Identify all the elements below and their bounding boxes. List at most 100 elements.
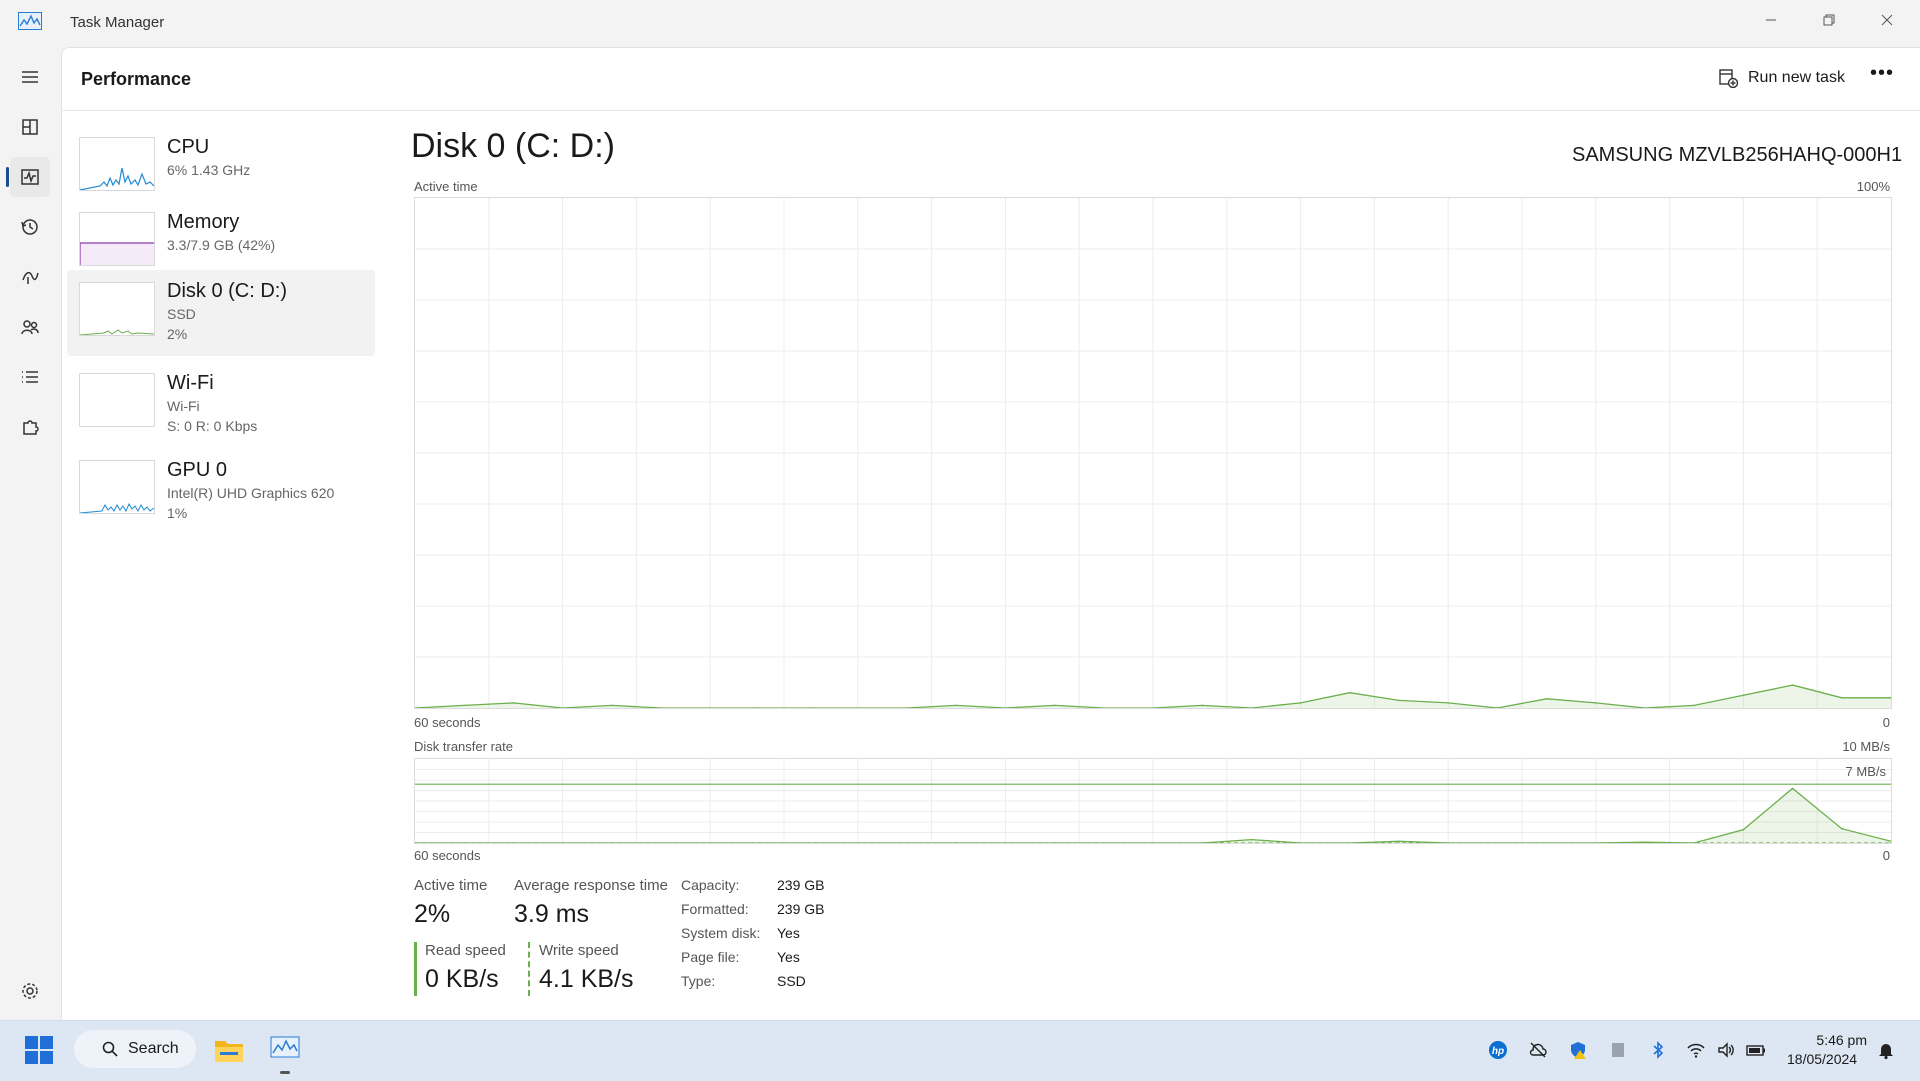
search-label: Search [128, 1040, 179, 1057]
transfer-read-series-point [611, 842, 613, 844]
header-divider [61, 110, 1920, 111]
nav-details[interactable] [10, 357, 50, 397]
nav-settings[interactable] [10, 971, 50, 1011]
users-icon [21, 320, 39, 335]
transfer-write-series-point [1791, 787, 1794, 790]
device-detail: 6% 1.43 GHz [167, 162, 251, 178]
active-time-series-point [1791, 684, 1794, 686]
transfer-read-series-point [660, 842, 662, 844]
clock-time[interactable]: 5:46 pm [1816, 1032, 1867, 1048]
volume-tray-button[interactable] [1714, 1038, 1738, 1062]
page-title: Performance [81, 69, 192, 89]
property-value: Yes [777, 949, 800, 965]
window-title: Task Manager [70, 14, 165, 31]
run-new-task-button[interactable]: Run new task [1718, 63, 1845, 93]
network-tray-button[interactable] [1684, 1038, 1708, 1062]
file-explorer-taskbar-button[interactable] [214, 1036, 244, 1064]
clock-date[interactable]: 18/05/2024 [1787, 1051, 1858, 1067]
transfer-read-series-point [955, 842, 957, 844]
history-icon [21, 219, 38, 235]
device-item-cpu[interactable]: CPU 6% 1.43 GHz [67, 128, 375, 214]
generic-tray-button[interactable] [1606, 1038, 1630, 1062]
shield-warning-icon [1571, 1042, 1586, 1059]
read-speed-label: Read speed [425, 942, 506, 959]
transfer-read-series-point [758, 842, 761, 844]
active-time-series-point [611, 704, 613, 707]
active-time-series-point [1299, 702, 1302, 704]
taskbar-search[interactable]: Search [74, 1030, 196, 1068]
nav-services[interactable] [10, 407, 50, 447]
windows-logo-icon [25, 1036, 53, 1064]
minimize-icon [1766, 19, 1776, 21]
transfer-read-series-point [857, 842, 859, 844]
transfer-read-series-point [1545, 842, 1548, 844]
app-tray-icon [1612, 1043, 1624, 1057]
minimize-button[interactable] [1742, 0, 1800, 40]
nav-performance[interactable] [10, 157, 50, 197]
active-time-series-point [1841, 697, 1843, 699]
active-time-series-point [1349, 691, 1351, 694]
more-options-button[interactable]: ••• [1870, 62, 1894, 85]
device-item-disk-0[interactable]: Disk 0 (C: D:) SSD 2% [67, 270, 375, 356]
active-time-series-point [955, 704, 957, 707]
active-time-series-point [1053, 704, 1056, 707]
navigation-rail [0, 46, 60, 1020]
run-task-icon [1719, 69, 1738, 88]
transfer-read-series-point [1496, 842, 1499, 844]
transfer-rate-graph [414, 759, 1892, 844]
avg-response-stat-label: Average response time [514, 877, 668, 894]
transfer-write-series-area [415, 788, 1891, 843]
bell-icon [1879, 1044, 1893, 1060]
transfer-read-series-point [1152, 842, 1154, 844]
property-key: Page file: [681, 949, 740, 965]
task-manager-app-icon [18, 12, 42, 30]
active-time-series-point [1447, 702, 1449, 704]
device-detail: SSD [167, 306, 196, 322]
transfer-read-series-point [463, 842, 465, 844]
wifi-icon [1687, 1043, 1705, 1058]
restore-button[interactable] [1800, 0, 1858, 40]
notifications-button[interactable] [1874, 1038, 1898, 1062]
write-speed-label: Write speed [539, 942, 619, 959]
battery-tray-button[interactable] [1744, 1038, 1768, 1062]
transfer-write-series-point [1398, 840, 1400, 843]
transfer-write-series-point [1250, 838, 1253, 841]
nav-app-history[interactable] [10, 207, 50, 247]
security-tray-button[interactable] [1566, 1038, 1590, 1062]
memory-thumbnail-graph [79, 212, 155, 266]
device-detail: Wi-Fi [167, 398, 200, 414]
active-time-series-point [758, 707, 761, 709]
active-time-series-point [1545, 698, 1548, 700]
transfer-rate-chart-label: Disk transfer rate [414, 739, 513, 754]
bluetooth-tray-button[interactable] [1646, 1038, 1670, 1062]
active-time-series-point [512, 702, 515, 704]
device-item-wifi[interactable]: Wi-Fi Wi-Fi S: 0 R: 0 Kbps [67, 364, 375, 450]
device-name: GPU 0 [167, 459, 228, 481]
close-icon [1881, 14, 1893, 26]
active-time-series-point [1742, 694, 1745, 697]
onedrive-tray-button[interactable] [1526, 1038, 1550, 1062]
task-manager-taskbar-button[interactable] [270, 1036, 300, 1064]
active-time-x-end-label: 0 [1882, 715, 1890, 730]
device-item-gpu-0[interactable]: GPU 0 Intel(R) UHD Graphics 620 1% [67, 451, 375, 537]
hp-tray-button[interactable]: hp [1486, 1038, 1510, 1062]
active-time-series-point [1201, 704, 1203, 707]
nav-users[interactable] [10, 307, 50, 347]
close-button[interactable] [1858, 0, 1916, 40]
active-time-stat-value: 2% [414, 900, 451, 928]
services-puzzle-icon [23, 420, 39, 435]
transfer-read-series-point [1103, 842, 1105, 844]
nav-startup-apps[interactable] [10, 257, 50, 297]
wifi-thumbnail-graph [79, 373, 155, 427]
device-item-memory[interactable]: Memory 3.3/7.9 GB (42%) [67, 203, 375, 289]
transfer-read-series-point [1004, 842, 1007, 844]
task-manager-icon [270, 1036, 300, 1058]
property-key: System disk: [681, 925, 761, 941]
menu-hamburger-button[interactable] [10, 57, 50, 97]
more-options-icon: ••• [1870, 62, 1895, 84]
nav-processes[interactable] [10, 107, 50, 147]
active-time-graph [414, 198, 1892, 709]
start-button[interactable] [24, 1035, 54, 1065]
property-value: SSD [777, 973, 806, 989]
transfer-rate-x-end-label: 0 [1882, 848, 1890, 863]
